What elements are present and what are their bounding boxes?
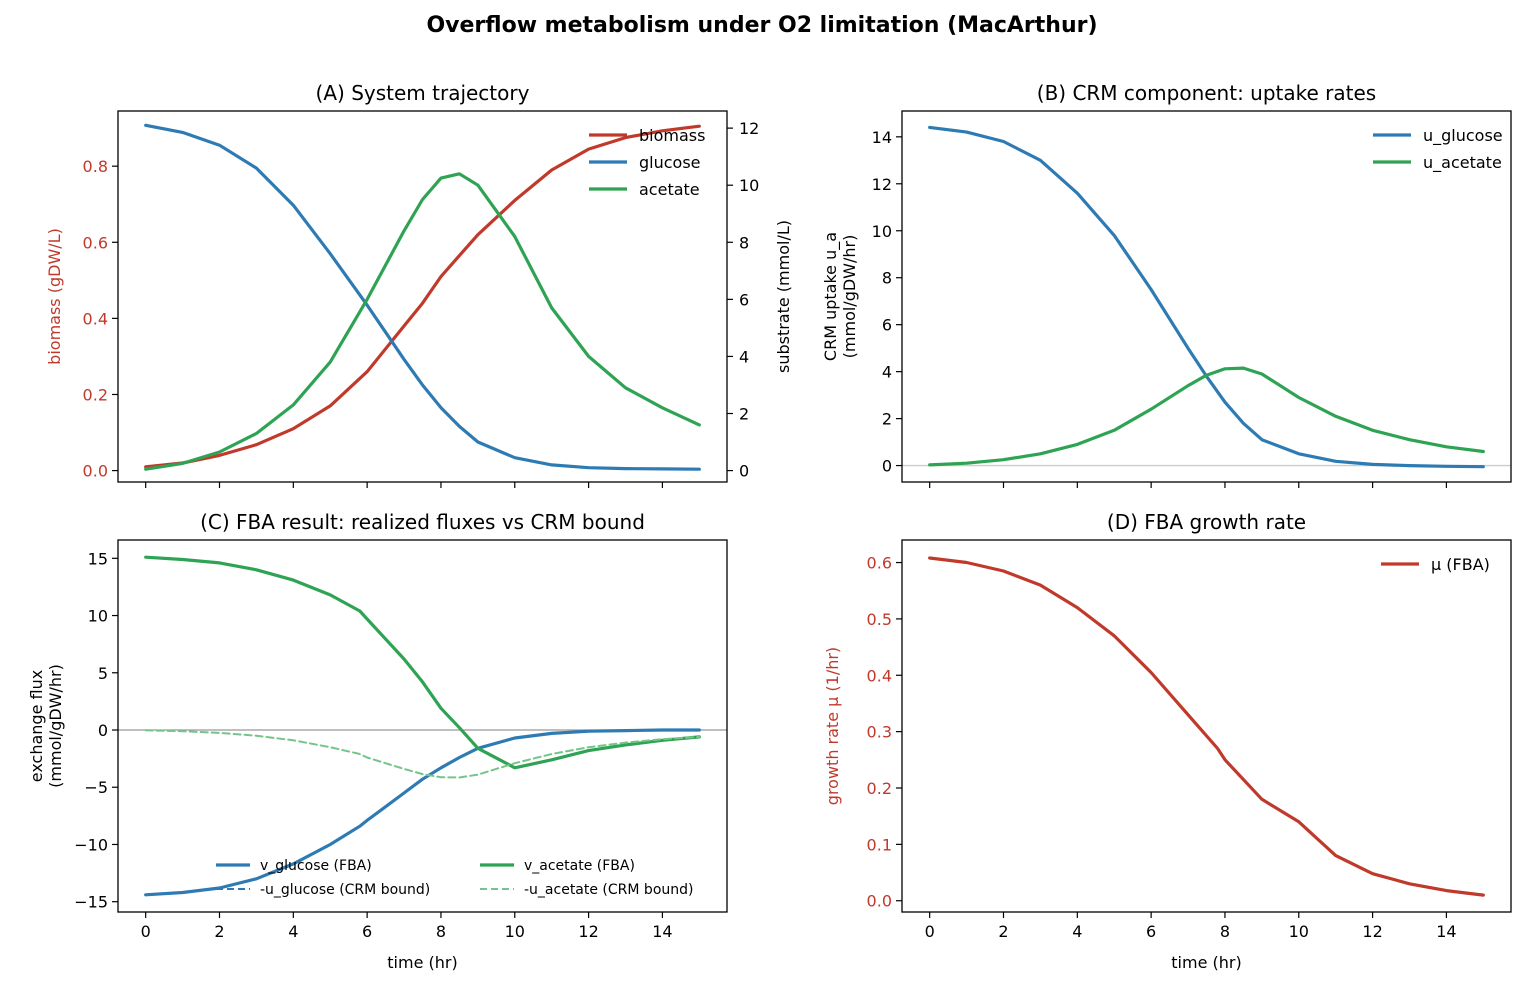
series-line-v-glucose-fba- — [144, 728, 701, 897]
panel-title: (D) FBA growth rate — [1107, 510, 1306, 534]
y-right-tick-label: 4 — [739, 347, 749, 366]
y-tick-label: 10 — [88, 607, 108, 626]
series-line-u-glucose — [928, 125, 1485, 469]
y-tick-label: 0.0 — [867, 892, 892, 911]
x-tick-label: 12 — [578, 922, 598, 941]
y-right-tick-label: 8 — [739, 233, 749, 252]
x-tick-label: 14 — [1436, 922, 1456, 941]
y-tick-label: 0.1 — [867, 835, 892, 854]
y-tick-label: 0.2 — [83, 385, 108, 404]
y-tick-label: 6 — [882, 316, 892, 335]
y-right-tick-label: 2 — [739, 405, 749, 424]
series-line-u-acetate — [928, 366, 1485, 467]
x-tick-label: 14 — [652, 922, 672, 941]
y-axis-label: exchange flux(mmol/gDW/hr) — [27, 664, 65, 788]
x-tick-label: 12 — [1362, 922, 1382, 941]
x-tick-label: 4 — [1072, 922, 1082, 941]
legend-label: μ (FBA) — [1431, 555, 1490, 574]
figure-suptitle: Overflow metabolism under O2 limitation … — [426, 13, 1097, 38]
panel-c: 0 2 4 6 8 10 12 14 −15 −10 −5 0 5 10 15 (C) FBA result:… — [27, 510, 728, 972]
y-axis-label: biomass (gDW/L) — [45, 228, 64, 365]
y-tick-label: 0.8 — [83, 157, 108, 176]
y-tick-label: 0.4 — [867, 666, 892, 685]
y-tick-label: 0.0 — [83, 462, 108, 481]
series-line-biomass — [144, 124, 701, 469]
panel-a: 0.0 0.2 0.4 0.6 0.8 0 2 4 6 8 10 12 substrate (mmol/… — [45, 81, 793, 488]
legend: u_glucose u_acetate — [1373, 126, 1503, 173]
legend-label: acetate — [639, 180, 700, 199]
x-tick-label: 8 — [1220, 922, 1230, 941]
y-axis-label-line: (mmol/gDW/hr) — [840, 235, 859, 359]
y-tick-label: 14 — [872, 128, 892, 147]
y-tick-label: 10 — [872, 222, 892, 241]
y-tick-label: 2 — [882, 410, 892, 429]
y-axis-label: growth rate μ (1/hr) — [823, 647, 842, 805]
legend-label: -u_glucose (CRM bound) — [260, 882, 430, 898]
series-line--fba- — [928, 556, 1485, 897]
y-tick-label: 0.6 — [867, 554, 892, 573]
y-tick-label: 0.6 — [83, 233, 108, 252]
panel-d: 0 2 4 6 8 10 12 14 0.0 0.1 0.2 0.3 0.4 0.5 0.6 (D) FBA … — [823, 510, 1512, 972]
y-tick-label: 0.4 — [83, 309, 108, 328]
legend: v_glucose (FBA) -u_glucose (CRM bound) v_a… — [216, 858, 693, 898]
panel-title: (A) System trajectory — [316, 81, 530, 105]
axes-frame — [117, 110, 728, 483]
x-tick-label: 10 — [505, 922, 525, 941]
series-line-glucose — [144, 123, 701, 471]
legend-label: u_glucose — [1423, 126, 1503, 146]
series-line-v-acetate-fba- — [144, 555, 701, 770]
y-tick-label: −10 — [74, 835, 108, 854]
series-line-acetate — [144, 172, 701, 471]
x-tick-label: 8 — [436, 922, 446, 941]
panel-title: (B) CRM component: uptake rates — [1037, 81, 1376, 105]
legend-label: v_glucose (FBA) — [260, 858, 372, 874]
panel-title: (C) FBA result: realized fluxes vs CRM b… — [200, 510, 645, 534]
y-right-tick-label: 12 — [739, 119, 759, 138]
y-tick-label: 8 — [882, 269, 892, 288]
legend: biomass glucose acetate — [589, 126, 705, 199]
y-tick-label: 0.2 — [867, 779, 892, 798]
x-tick-label: 2 — [214, 922, 224, 941]
axes-frame — [901, 110, 1512, 483]
y-axis-label-right: substrate (mmol/L) — [774, 220, 793, 373]
legend-label: glucose — [639, 153, 701, 172]
y-right-tick-label: 0 — [739, 462, 749, 481]
y-axis-label-line: CRM uptake u_a — [821, 232, 841, 361]
axes-frame — [117, 539, 728, 913]
x-tick-label: 2 — [998, 922, 1008, 941]
y-tick-label: 4 — [882, 363, 892, 382]
x-tick-label: 6 — [1146, 922, 1156, 941]
legend-label: -u_acetate (CRM bound) — [524, 882, 693, 898]
legend-label: biomass — [639, 126, 705, 145]
axes-frame — [901, 539, 1512, 913]
x-tick-label: 10 — [1289, 922, 1309, 941]
legend: μ (FBA) — [1381, 555, 1490, 574]
y-right-tick-label: 10 — [739, 176, 759, 195]
y-axis-label-line: exchange flux — [27, 670, 46, 782]
y-tick-label: 5 — [98, 664, 108, 683]
series-line--u-acetate-crm-bound- — [144, 729, 701, 779]
y-tick-label: 0 — [98, 721, 108, 740]
x-tick-label: 0 — [925, 922, 935, 941]
x-tick-label: 0 — [141, 922, 151, 941]
y-tick-label: 0.3 — [867, 723, 892, 742]
panel-b: 0 2 4 6 8 10 12 14 (B) CRM component: uptake rat… — [821, 81, 1512, 488]
y-tick-label: 15 — [88, 549, 108, 568]
y-axis-label: CRM uptake u_a(mmol/gDW/hr) — [821, 232, 859, 361]
y-tick-label: −15 — [74, 893, 108, 912]
x-axis-label: time (hr) — [387, 953, 457, 972]
x-axis-label: time (hr) — [1171, 953, 1241, 972]
legend-label: v_acetate (FBA) — [524, 858, 635, 874]
y-tick-label: −5 — [84, 778, 108, 797]
y-tick-label: 12 — [872, 175, 892, 194]
x-tick-label: 4 — [288, 922, 298, 941]
y-tick-label: 0.5 — [867, 610, 892, 629]
y-axis-label-line: (mmol/gDW/hr) — [46, 664, 65, 788]
x-tick-label: 6 — [362, 922, 372, 941]
y-tick-label: 0 — [882, 457, 892, 476]
y-right-tick-label: 6 — [739, 290, 749, 309]
legend-label: u_acetate — [1423, 153, 1502, 173]
